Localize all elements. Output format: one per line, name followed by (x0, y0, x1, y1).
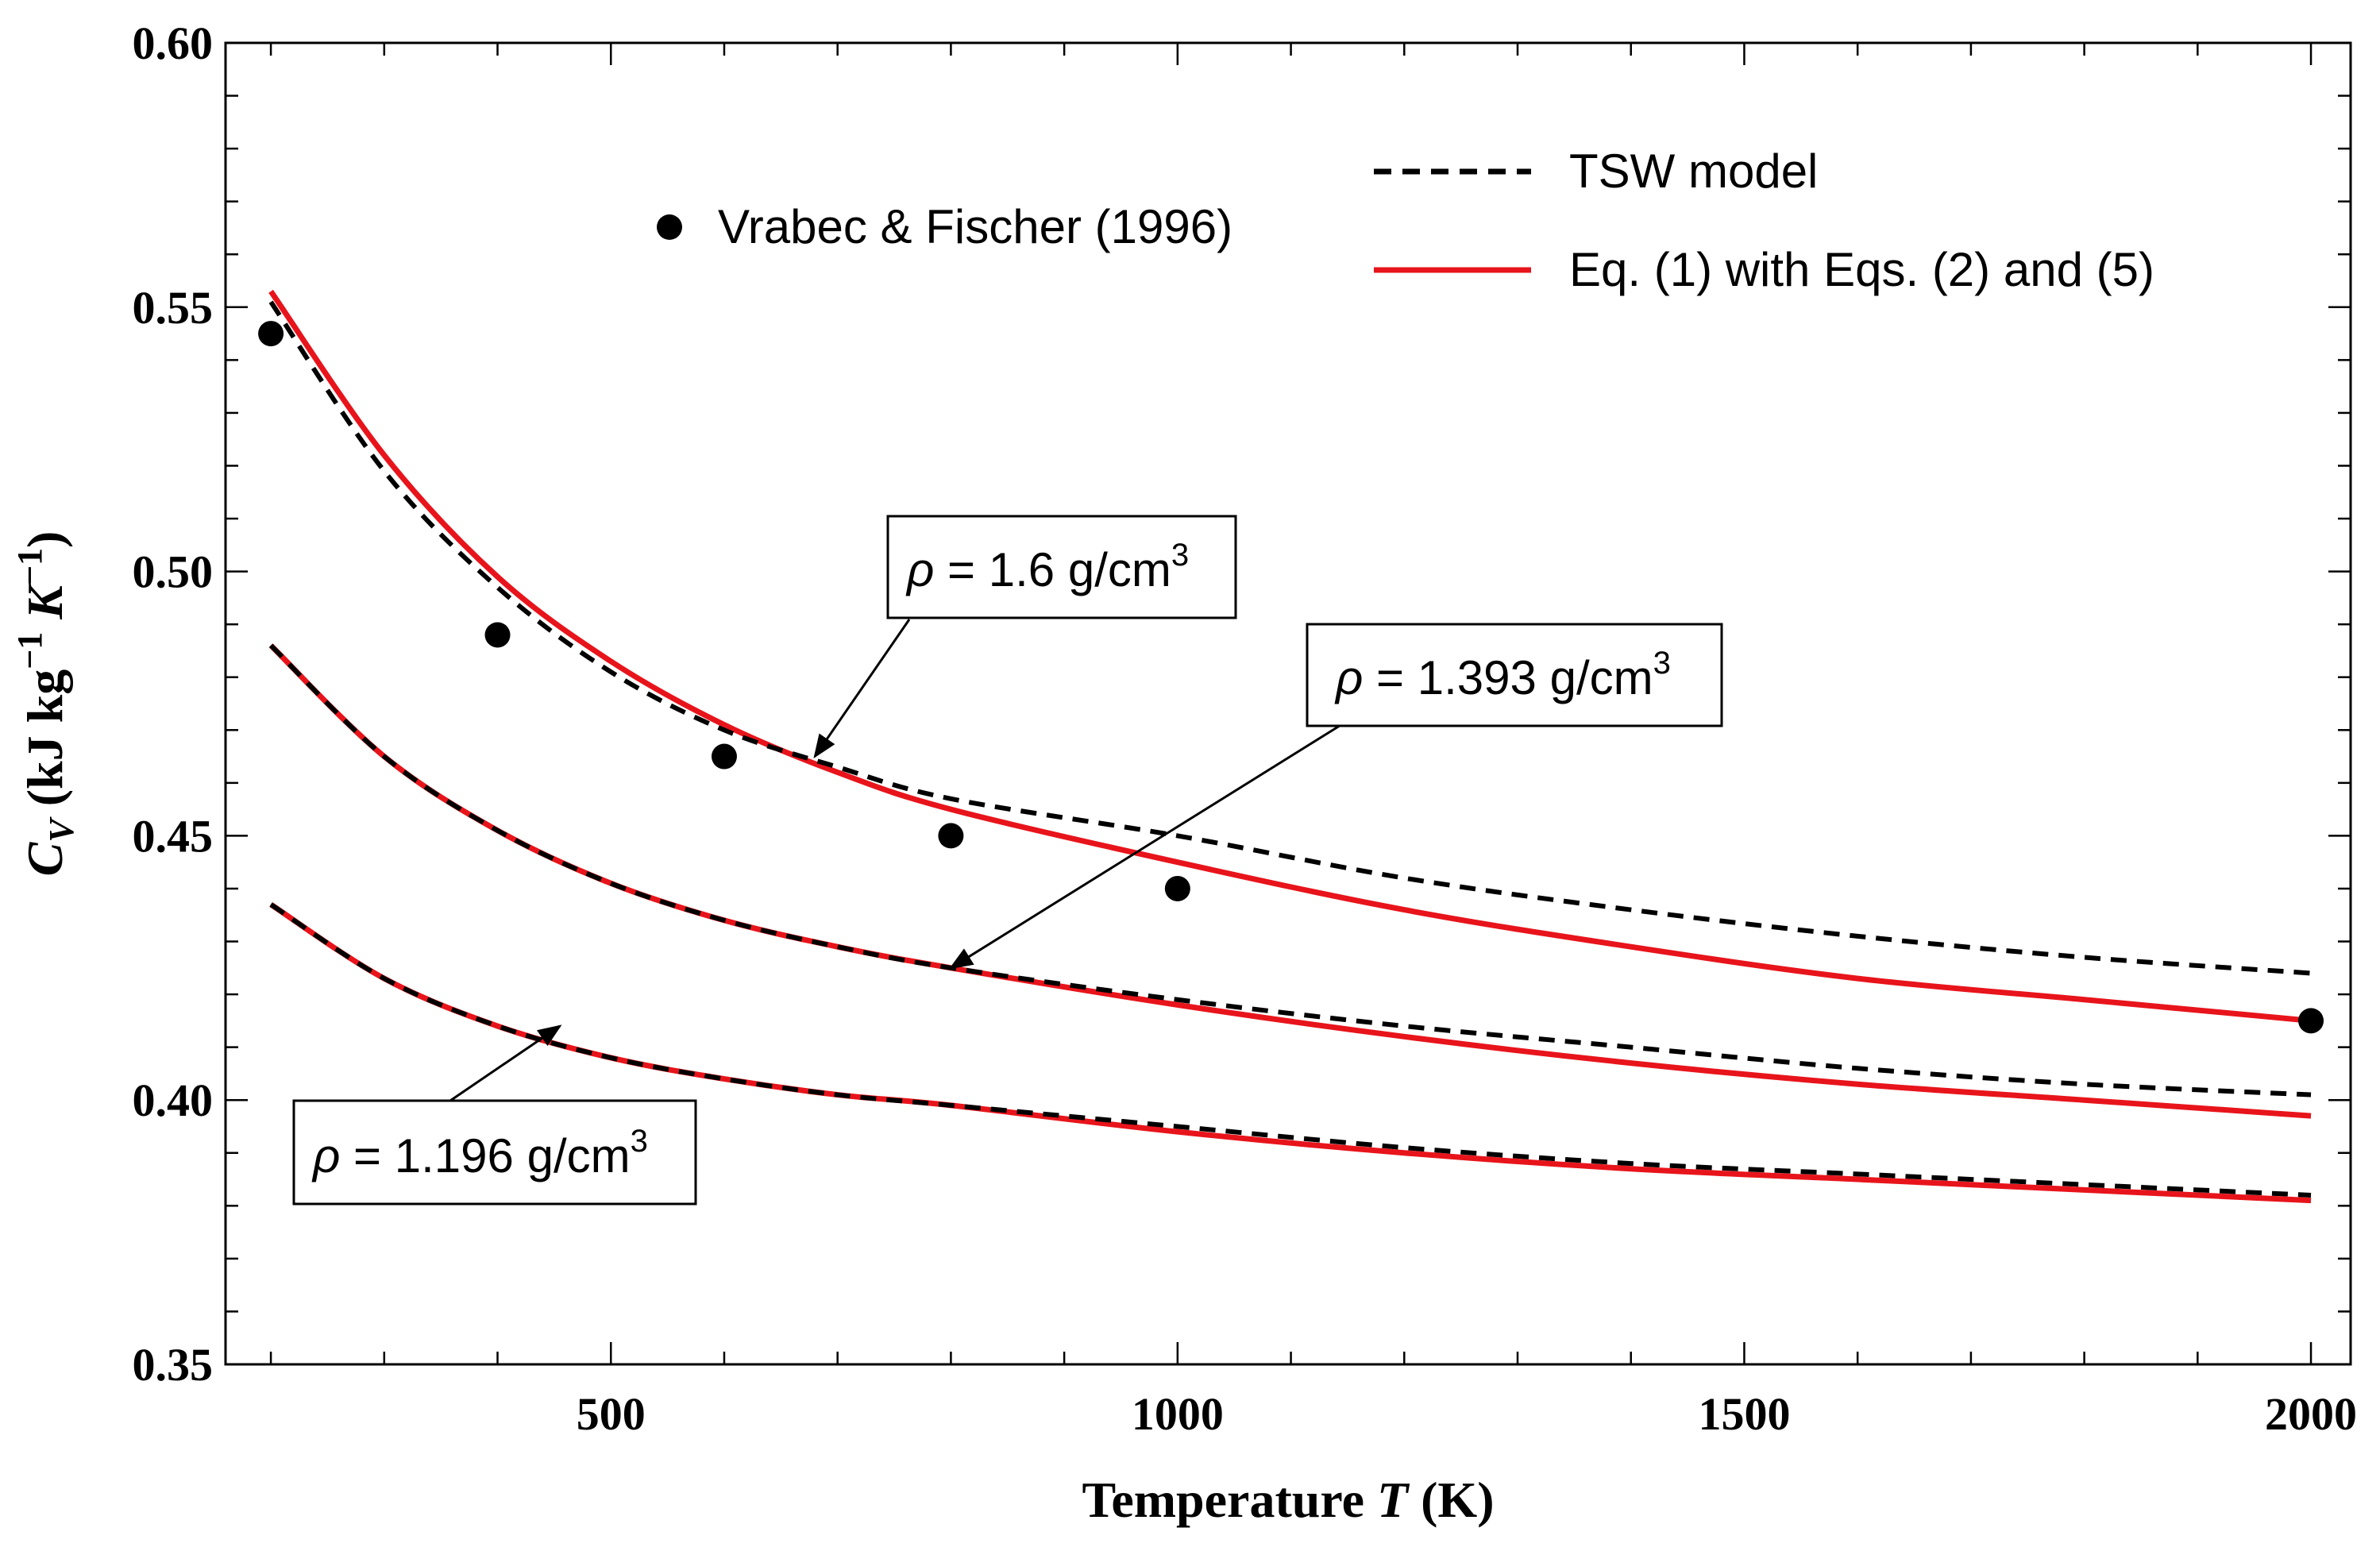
tick-labels: 500 1000 1500 2000 0.35 0.40 0.45 0.50 0.55 0.60 (133, 17, 2358, 1440)
data-point (938, 823, 964, 849)
annotation-box (886, 515, 1237, 619)
x-tick-label: 1000 (1132, 1388, 1224, 1440)
data-point (1164, 875, 1190, 901)
annotation-label: ρ = 1.196 g/cm3 (311, 1124, 648, 1182)
data-point (2298, 1008, 2324, 1034)
x-tick-label: 2000 (2265, 1388, 2357, 1440)
tsw-model-curve (269, 902, 2312, 1198)
axis-ticks (226, 41, 2351, 1366)
annotation-rho-1-393: ρ = 1.393 g/cm3 (948, 623, 1723, 970)
annotation-rho-1-6: ρ = 1.6 g/cm3 (813, 515, 1237, 759)
data-point (484, 622, 511, 648)
x-axis-label: Temperature T (K) (1082, 1472, 1495, 1528)
legend-points-label: Vrabec & Fischer (1996) (718, 200, 1232, 253)
annotation-arrow (813, 619, 911, 759)
plot-frame (224, 41, 2352, 1366)
data-points (258, 321, 2324, 1034)
annotation-arrow (948, 723, 1343, 970)
y-axis-label: CV (kJ kg−1 K−1) (10, 531, 81, 877)
legend-dashed-label: TSW model (1569, 145, 1818, 198)
annotation-label: ρ = 1.393 g/cm3 (1334, 646, 1671, 704)
data-point (258, 321, 284, 347)
y-tick-label: 0.60 (133, 17, 214, 69)
y-tick-label: 0.35 (133, 1339, 214, 1391)
tsw-model-curve (268, 643, 2312, 1098)
equation-curve (268, 643, 2312, 1119)
y-tick-label: 0.40 (133, 1074, 214, 1126)
x-tick-label: 1500 (1698, 1388, 1790, 1440)
data-point (711, 743, 737, 770)
y-tick-label: 0.55 (133, 282, 214, 334)
equation-curve (268, 289, 2312, 1024)
series-group (268, 289, 2312, 1204)
annotation-box (292, 1099, 697, 1206)
annotation-box (1306, 623, 1723, 727)
tsw-model-curve (268, 300, 2312, 976)
annotation-arrow (447, 1024, 562, 1104)
legend: Vrabec & Fischer (1996) TSW model Eq. (1… (657, 145, 2154, 296)
annotation-label: ρ = 1.6 g/cm3 (905, 538, 1189, 596)
legend-solid-label: Eq. (1) with Eqs. (2) and (5) (1569, 243, 2154, 296)
y-tick-label: 0.50 (133, 546, 214, 598)
y-tick-label: 0.45 (133, 810, 214, 862)
x-tick-label: 500 (577, 1388, 646, 1440)
annotation-rho-1-196: ρ = 1.196 g/cm3 (292, 1024, 697, 1206)
legend-point-marker (657, 214, 682, 240)
